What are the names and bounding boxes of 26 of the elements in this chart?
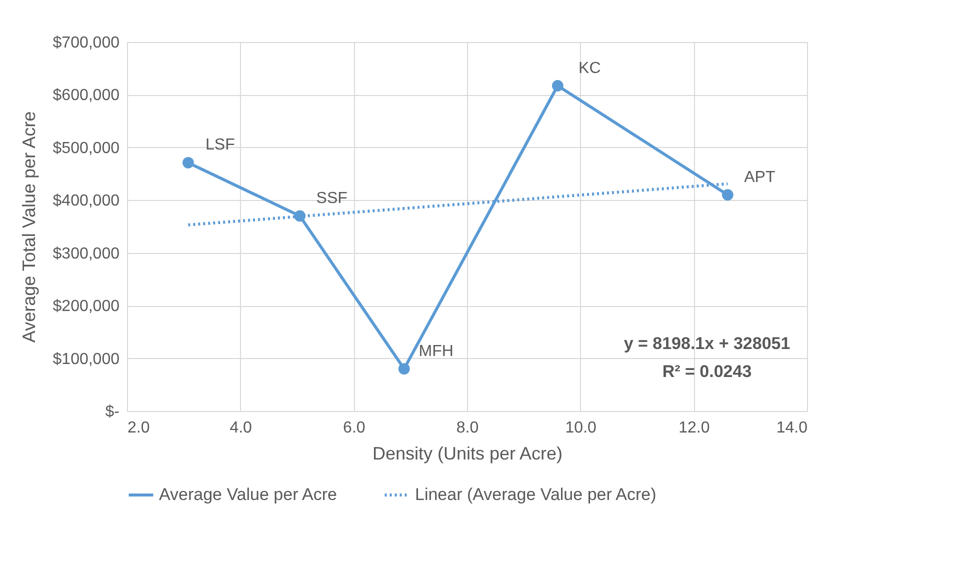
y-axis-title: Average Total Value per Acre <box>18 111 39 343</box>
annotation: APT <box>744 168 776 186</box>
y-tick-label: $400,000 <box>52 192 120 210</box>
y-tick-label: $- <box>105 404 120 420</box>
legend-label: Linear (Average Value per Acre) <box>415 485 656 504</box>
y-tick-label: $500,000 <box>52 140 120 157</box>
annotation: R² = 0.0243 <box>662 362 752 381</box>
y-tick-label: $600,000 <box>52 87 120 104</box>
x-tick-label: 12.0 <box>678 420 710 436</box>
x-tick-label: 8.0 <box>456 420 479 436</box>
annotation: KC <box>578 60 601 77</box>
annotation: y = 8198.1x + 328051 <box>624 334 790 353</box>
x-tick-label: 6.0 <box>343 420 366 436</box>
x-tick-label: 2.0 <box>128 420 150 436</box>
y-tick-label: $200,000 <box>52 298 120 316</box>
annotation: MFH <box>418 342 454 360</box>
y-tick-label: $700,000 <box>52 34 120 52</box>
annotation: SSF <box>316 190 348 207</box>
y-tick-label: $300,000 <box>52 245 120 262</box>
x-tick-label: 10.0 <box>565 420 597 436</box>
annotation: LSF <box>206 136 236 154</box>
y-tick-label: $100,000 <box>52 350 120 368</box>
legend-label: Average Value per Acre <box>159 485 337 504</box>
x-tick-label: 14.0 <box>776 420 808 436</box>
x-axis-title: Density (Units per Acre) <box>372 444 563 464</box>
x-tick-label: 4.0 <box>230 420 252 436</box>
